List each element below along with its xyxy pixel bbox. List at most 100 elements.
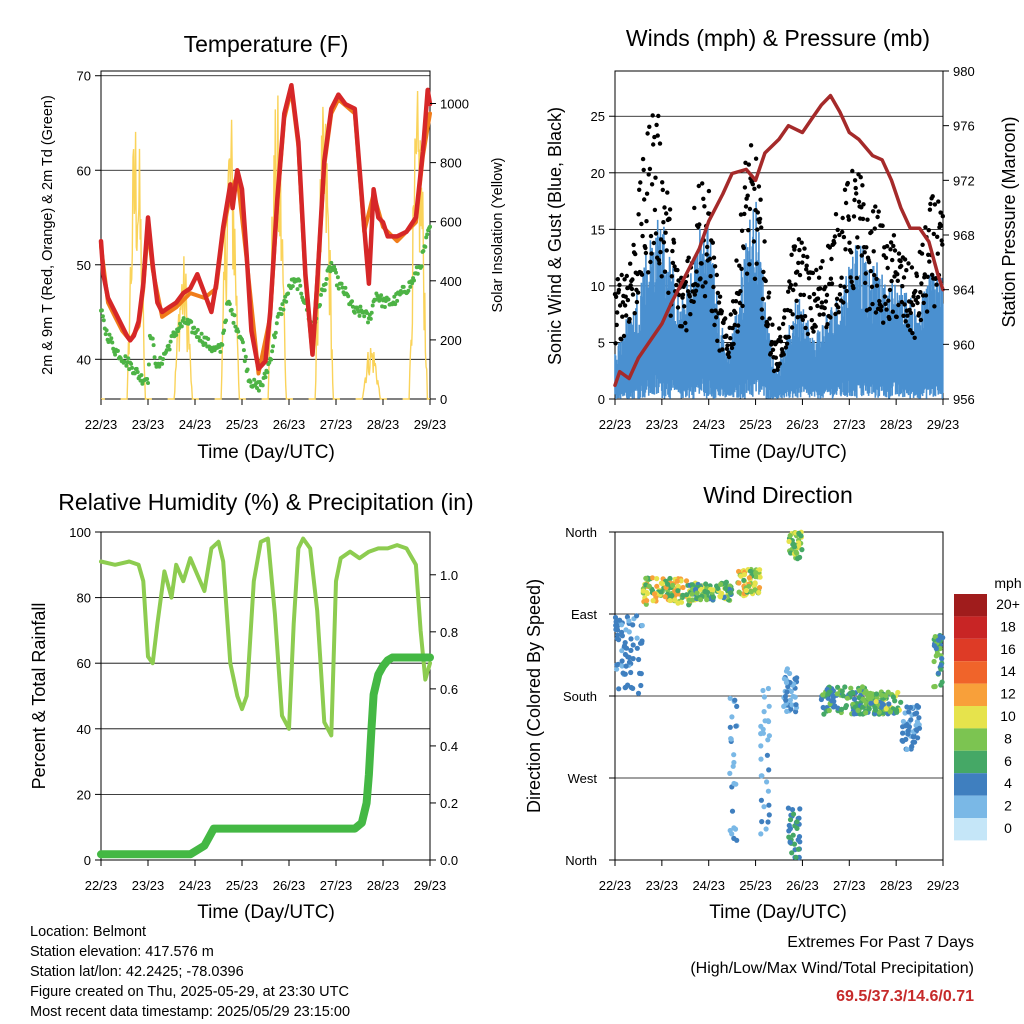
rh-xtick-label: 24/23 — [179, 878, 212, 893]
direction-point — [904, 746, 910, 753]
dewpoint-point — [100, 314, 105, 319]
gust-point — [896, 251, 902, 256]
gust-point — [930, 194, 935, 199]
gust-point — [655, 133, 660, 138]
gust-point — [855, 235, 860, 240]
gust-point — [833, 311, 838, 317]
gust-point — [824, 292, 830, 298]
direction-point — [649, 575, 656, 581]
gust-point — [751, 239, 757, 244]
gust-point — [679, 324, 685, 329]
direction-point — [765, 737, 771, 743]
gust-point — [920, 242, 925, 247]
gust-point — [744, 271, 750, 276]
gust-point — [885, 265, 890, 271]
direction-point — [869, 694, 875, 700]
winds-xtick-label: 23/23 — [646, 417, 679, 432]
direction-point — [907, 704, 914, 711]
gust-point — [848, 275, 853, 280]
gust-series — [612, 113, 945, 374]
rh-xtick-label: 22/23 — [85, 878, 118, 893]
gust-point — [838, 283, 843, 288]
direction-point — [675, 588, 681, 594]
direction-point — [765, 685, 772, 692]
direction-point — [794, 675, 800, 681]
gust-point — [902, 302, 907, 307]
colorbar-label: 0 — [1004, 820, 1012, 836]
gust-point — [632, 311, 637, 316]
direction-xtick-label: 22/23 — [599, 878, 632, 893]
direction-point — [939, 656, 945, 662]
direction-point — [783, 680, 790, 686]
gust-point — [752, 276, 758, 281]
direction-point — [628, 669, 634, 676]
rh-y2tick-label: 0.0 — [440, 853, 458, 868]
gust-point — [672, 264, 677, 269]
rh-xtick-label: 26/23 — [273, 878, 306, 893]
direction-point — [758, 797, 765, 803]
temp-y2label: Solar Insolation (Yellow) — [490, 157, 506, 312]
winds-ytick-label: 0 — [598, 392, 605, 407]
dewpoint-point — [224, 318, 228, 323]
gust-point — [797, 247, 802, 253]
gust-point — [770, 347, 776, 352]
gust-point — [666, 290, 671, 295]
direction-point — [727, 724, 733, 730]
gust-point — [671, 240, 677, 245]
gust-point — [864, 245, 869, 250]
gust-point — [877, 298, 882, 304]
temp-xtick-label: 22/23 — [85, 417, 118, 432]
direction-ytick-label: West — [568, 771, 598, 786]
gust-point — [762, 239, 767, 244]
dewpoint-point — [428, 224, 432, 229]
direction-point — [866, 691, 872, 697]
winds-y2tick-label: 972 — [953, 173, 975, 188]
direction-point — [658, 589, 664, 595]
dewpoint-point — [334, 270, 338, 275]
gust-point — [624, 313, 629, 318]
direction-point — [729, 714, 735, 720]
direction-point — [759, 819, 765, 825]
dewpoint-point — [110, 340, 115, 345]
rh-xtick-label: 28/23 — [367, 878, 400, 893]
dewpoint-point — [134, 366, 139, 371]
colorbar-label: 2 — [1004, 798, 1012, 814]
direction-point — [628, 636, 634, 642]
gust-point — [786, 334, 791, 340]
gust-point — [819, 300, 825, 305]
direction-point — [855, 707, 861, 714]
direction-point — [684, 592, 690, 598]
direction-point — [783, 697, 789, 703]
gust-point — [890, 309, 895, 314]
direction-point — [787, 697, 794, 703]
gust-point — [713, 308, 718, 313]
direction-point — [678, 599, 685, 605]
dewpoint-point — [181, 316, 186, 321]
gust-point — [714, 315, 719, 320]
direction-point — [628, 684, 634, 691]
gust-point — [739, 228, 745, 233]
direction-point — [794, 819, 800, 825]
direction-point — [790, 811, 797, 817]
gust-point — [928, 201, 933, 207]
dewpoint-point — [297, 278, 302, 283]
direction-point — [727, 695, 733, 701]
winds-xtick-label: 24/23 — [692, 417, 725, 432]
direction-point — [667, 575, 673, 582]
direction-point — [640, 588, 646, 594]
direction-point — [906, 709, 912, 715]
gust-point — [777, 326, 782, 331]
colorbar-swatch — [954, 616, 987, 639]
gust-point — [761, 269, 766, 275]
gust-point — [629, 286, 635, 292]
gust-point — [901, 275, 907, 280]
direction-point — [856, 687, 863, 694]
dewpoint-point — [412, 278, 416, 283]
gust-point — [768, 351, 773, 356]
info-elevation: Station elevation: 417.576 m — [30, 944, 214, 960]
gust-point — [691, 299, 696, 304]
direction-xtick-label: 25/23 — [739, 878, 772, 893]
gust-point — [765, 322, 771, 327]
direction-point — [793, 549, 799, 555]
gust-point — [820, 259, 825, 264]
